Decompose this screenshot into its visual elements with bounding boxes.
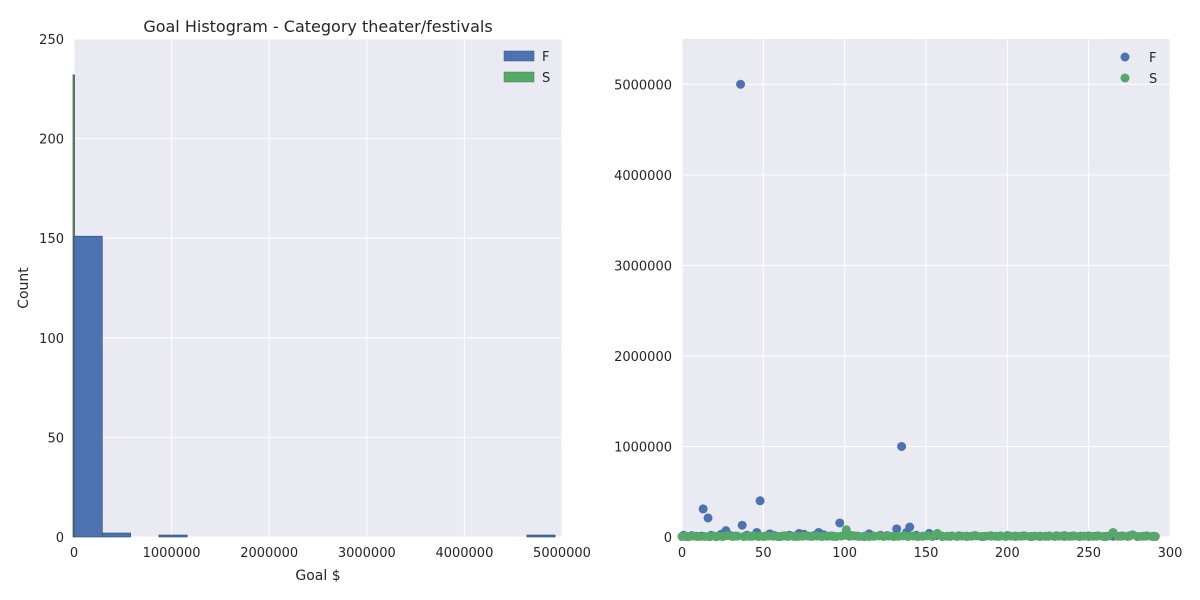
histogram-y-tick-label: 150 [39,232,64,247]
histogram-panel: 0 1000000 2000000 3000000 4000000 5000000 0 50… [16,17,591,584]
scatter-y-ticks: 0 1000000 2000000 3000000 4000000 5000000 [614,78,672,546]
scatter-point-s [693,532,703,542]
histogram-legend: F S [503,50,550,86]
legend-label-f: F [542,50,549,65]
scatter-point-s [836,531,846,541]
histogram-y-tick-label: 0 [56,531,64,546]
legend-swatch-f [503,50,535,62]
histogram-x-tick-label: 1000000 [143,546,201,561]
scatter-point-f [703,513,713,523]
histogram-title: Goal Histogram - Category theater/festiv… [143,17,492,36]
scatter-point-f [905,522,915,532]
histogram-y-axis-label: Count [16,267,32,309]
scatter-y-tick-label: 1000000 [614,440,672,455]
scatter-point-s [732,531,742,541]
scatter-x-tick-label: 150 [914,546,939,561]
scatter-x-tick-label: 250 [1076,546,1101,561]
scatter-y-tick-label: 2000000 [614,350,672,365]
legend-label-s: S [542,71,550,86]
scatter-point-f [835,518,845,528]
scatter-y-tick-label: 3000000 [614,259,672,274]
scatter-x-tick-label: 50 [755,546,772,561]
legend-marker-f [1120,52,1130,62]
scatter-points [677,79,1160,542]
histogram-y-tick-label: 50 [47,431,64,446]
scatter-y-tick-label: 4000000 [614,169,672,184]
scatter-y-tick-label: 0 [664,531,672,546]
scatter-point-f [892,524,902,534]
histogram-bar-f [158,534,188,538]
histogram-gridlines [73,38,563,538]
histogram-y-tick-label: 200 [39,133,64,148]
scatter-panel: 0 50 100 150 200 250 300 0 1000000 2000000 300000… [614,39,1182,561]
scatter-point-s [1150,532,1160,542]
histogram-bar-f [73,235,103,538]
histogram-x-tick-label: 4000000 [435,546,493,561]
histogram-x-ticks: 0 1000000 2000000 3000000 4000000 5000000 [70,546,591,561]
scatter-x-ticks: 0 50 100 150 200 250 300 [678,546,1183,561]
histogram-x-tick-label: 5000000 [533,546,591,561]
scatter-point-f [755,496,765,506]
legend-swatch-s [503,71,535,83]
scatter-x-tick-label: 300 [1158,546,1183,561]
histogram-y-tick-label: 250 [39,33,64,48]
histogram-x-tick-label: 2000000 [240,546,298,561]
histogram-y-ticks: 0 50 100 150 200 250 [39,33,64,546]
scatter-point-f [897,441,907,451]
scatter-x-tick-label: 0 [678,546,686,561]
scatter-y-tick-label: 5000000 [614,78,672,93]
scatter-legend-label-f: F [1149,51,1156,66]
scatter-x-tick-label: 100 [832,546,857,561]
scatter-point-f [698,504,708,514]
histogram-x-tick-label: 3000000 [338,546,396,561]
histogram-x-tick-label: 0 [70,546,78,561]
scatter-x-tick-label: 200 [995,546,1020,561]
legend-marker-s [1120,73,1130,83]
scatter-point-f [737,520,747,530]
histogram-bar-f [526,534,556,538]
scatter-legend: F S [1120,51,1157,87]
histogram-bar-f [102,532,131,538]
scatter-point-f [736,79,746,89]
histogram-y-tick-label: 100 [39,332,64,347]
histogram-x-axis-label: Goal $ [295,568,340,584]
histogram-plot-area [74,39,562,537]
scatter-legend-label-s: S [1149,72,1157,87]
histogram-bars [72,74,556,538]
